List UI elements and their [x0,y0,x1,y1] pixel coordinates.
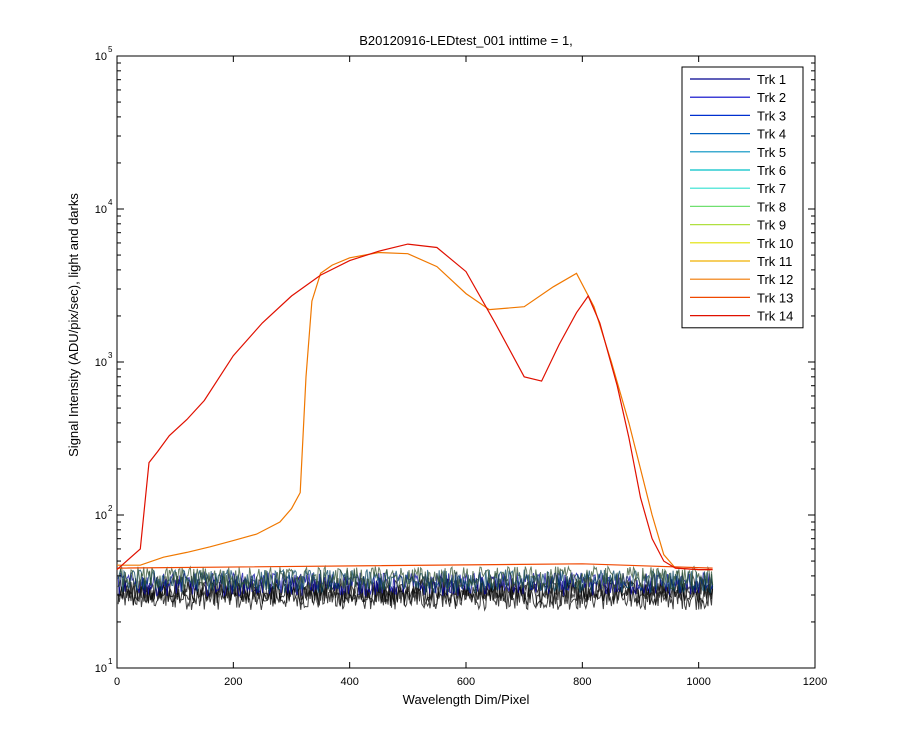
series-line-trk-12 [117,251,713,571]
legend-entry-label: Trk 13 [757,290,793,305]
y-tick-label-exponent: 5 [108,45,113,54]
legend-entry-label: Trk 3 [757,108,786,123]
x-tick-label: 0 [114,676,120,688]
x-tick-label: 600 [457,676,475,688]
y-tick-label-base: 10 [95,51,107,63]
x-tick-label: 400 [340,676,358,688]
legend-box [681,66,804,329]
y-tick-label-exponent: 3 [108,351,113,360]
chart-title: B20120916-LEDtest_001 inttime = 1, [359,33,573,48]
y-tick-label-exponent: 4 [108,198,113,207]
dark-noise-trace [117,564,714,591]
y-tick-label-base: 10 [95,204,107,216]
legend-entry-label: Trk 9 [757,218,786,233]
x-tick-label: 1000 [686,676,710,688]
dark-noise-trace [117,581,714,608]
legend-entry-label: Trk 4 [757,127,786,142]
x-axis-ticks: 0 200 400 600 800 1000 1200 [114,56,827,688]
legend-entry-label: Trk 14 [757,309,793,324]
legend-entry-label: Trk 8 [757,199,786,214]
legend-entry-label: Trk 1 [757,72,786,87]
y-axis-label: Signal Intensity (ADU/pix/sec), light an… [66,193,81,457]
y-tick-label-base: 10 [95,663,107,675]
y-tick-label-base: 10 [95,510,107,522]
legend-entry-label: Trk 5 [757,145,786,160]
legend-entry-label: Trk 7 [757,181,786,196]
x-axis-label: Wavelength Dim/Pixel [403,692,530,707]
legend-entry-label: Trk 10 [757,236,793,251]
dark-noise-band [117,564,714,612]
series-line-trk-13 [116,563,713,569]
legend-entry-label: Trk 11 [757,254,792,269]
legend-entry-label: Trk 6 [757,163,786,178]
legend-entry-label: Trk 12 [757,272,793,287]
y-tick-label-exponent: 2 [108,504,113,513]
series-lines [116,243,713,571]
x-tick-label: 200 [224,676,242,688]
y-tick-label-base: 10 [95,357,107,369]
x-tick-label: 800 [573,676,591,688]
y-tick-label-exponent: 1 [108,657,113,666]
x-tick-label: 1200 [803,676,827,688]
legend-entry-label: Trk 2 [757,90,786,105]
legend: Trk 1 Trk 2 Trk 3 Trk 4 Trk 5 Trk 6 Trk 7 Trk 8… [681,66,804,329]
series-line-trk-14 [116,243,713,571]
